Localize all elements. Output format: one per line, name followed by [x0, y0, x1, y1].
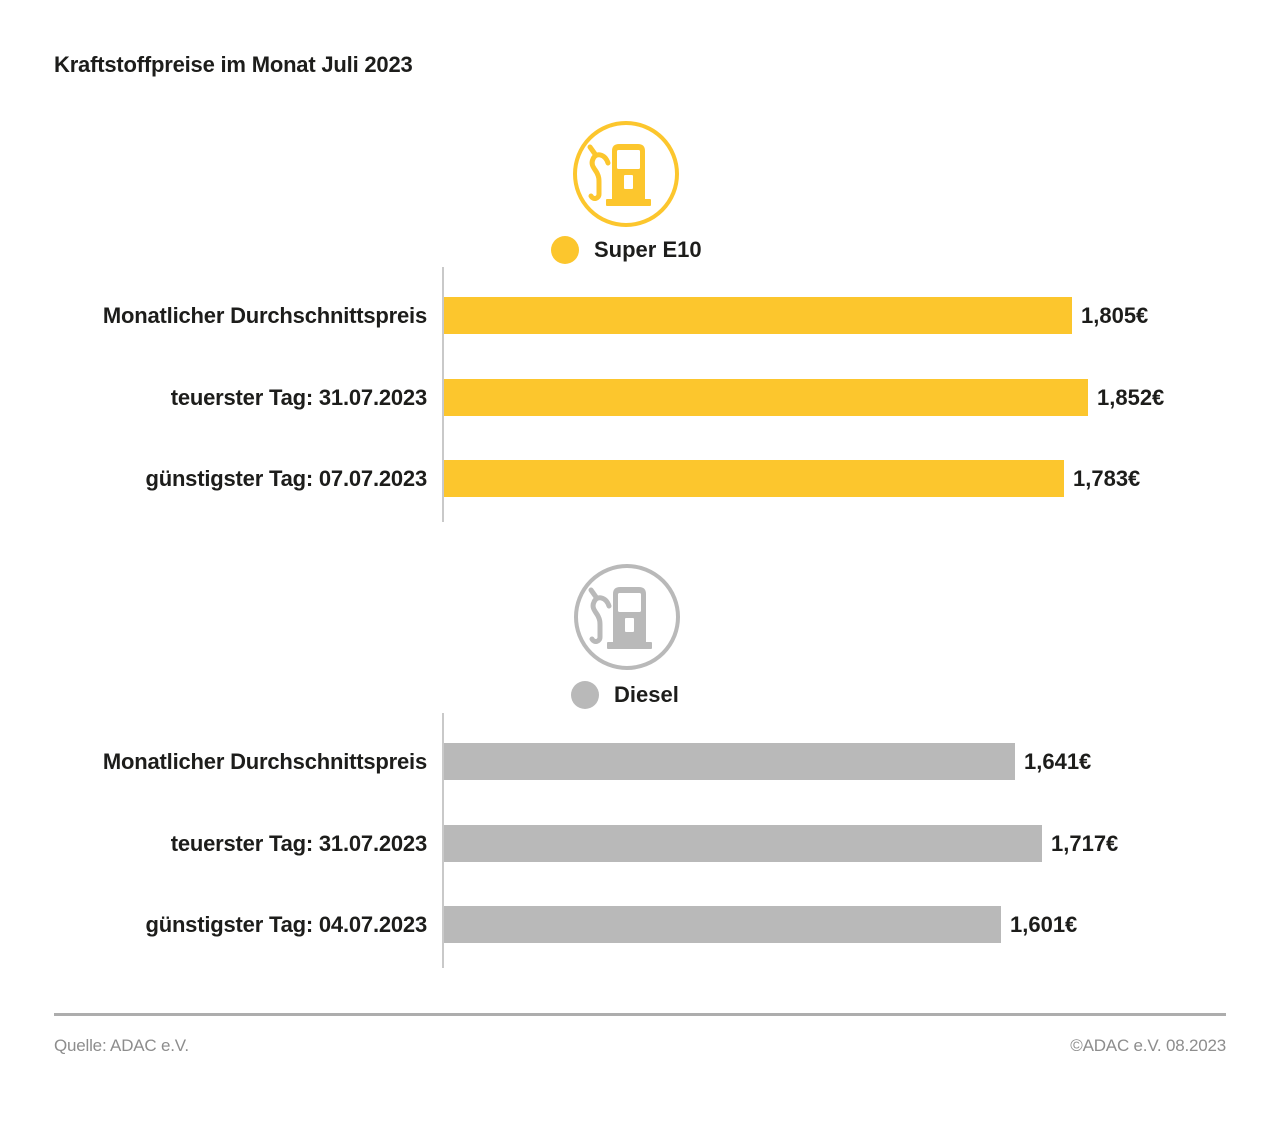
value-label: 1,852€ [1097, 384, 1165, 410]
bar-rows: Monatlicher Durchschnittspreis 1,641€ teue… [0, 713, 1280, 968]
page-title: Kraftstoffpreise im Monat Juli 2023 [54, 52, 413, 77]
footer-copyright: ©ADAC e.V. 08.2023 [1070, 1036, 1226, 1055]
fuel-pump-icon [573, 563, 681, 671]
bar-row: teuerster Tag: 31.07.2023 1,717€ [0, 824, 1280, 862]
bar-rows: Monatlicher Durchschnittspreis 1,805€ teue… [0, 267, 1280, 522]
bar [444, 824, 1042, 862]
category-label: teuerster Tag: 31.07.2023 [170, 830, 427, 856]
bar-row: günstigster Tag: 04.07.2023 1,601€ [0, 906, 1280, 943]
value-label: 1,641€ [1024, 749, 1092, 774]
legend-dot [571, 681, 599, 709]
legend-label: Diesel [614, 682, 679, 707]
bar-row: Monatlicher Durchschnittspreis 1,641€ [0, 743, 1280, 780]
bar [444, 297, 1072, 334]
category-label: teuerster Tag: 31.07.2023 [170, 384, 427, 410]
bar [444, 460, 1064, 497]
legend: Super E10 [551, 236, 702, 264]
category-label: günstigster Tag: 07.07.2023 [145, 466, 427, 491]
bar-row: teuerster Tag: 31.07.2023 1,852€ [0, 378, 1280, 416]
bar [444, 743, 1015, 780]
legend-dot [551, 236, 579, 264]
category-label: günstigster Tag: 04.07.2023 [145, 912, 427, 937]
y-axis-line [442, 713, 444, 968]
footer-source: Quelle: ADAC e.V. [54, 1036, 189, 1055]
fuel-pump-icon [572, 120, 680, 228]
value-label: 1,717€ [1051, 830, 1119, 856]
legend-label: Super E10 [594, 237, 702, 262]
legend: Diesel [571, 681, 679, 709]
y-axis-line [442, 267, 444, 522]
category-label: Monatlicher Durchschnittspreis [102, 303, 427, 328]
bar [444, 906, 1001, 943]
bar-row: günstigster Tag: 07.07.2023 1,783€ [0, 460, 1280, 497]
footer-divider [54, 1013, 1226, 1016]
value-label: 1,805€ [1081, 303, 1149, 328]
value-label: 1,783€ [1073, 466, 1141, 491]
category-label: Monatlicher Durchschnittspreis [102, 749, 427, 774]
value-label: 1,601€ [1010, 912, 1078, 937]
bar-row: Monatlicher Durchschnittspreis 1,805€ [0, 297, 1280, 334]
bar [444, 378, 1088, 416]
